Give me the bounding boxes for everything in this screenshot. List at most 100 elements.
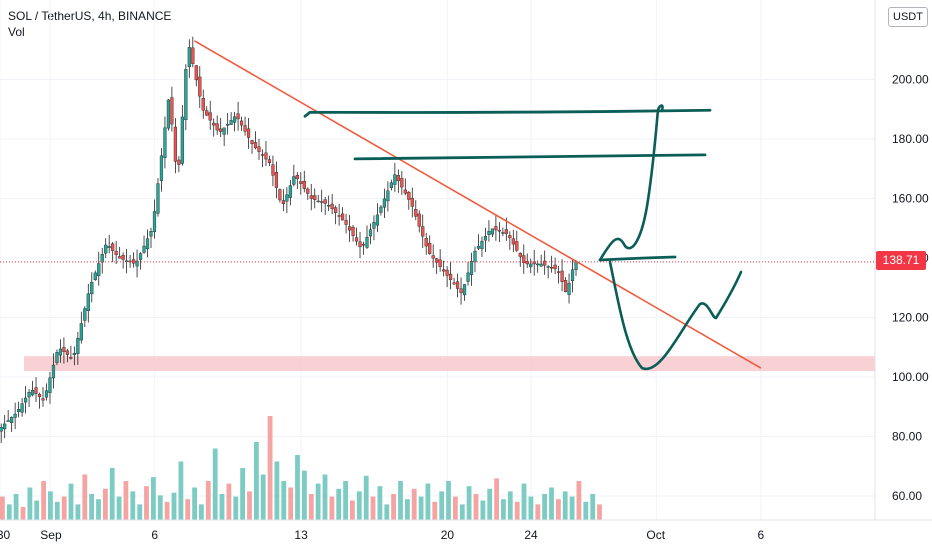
candle	[128, 260, 132, 263]
candle	[34, 387, 38, 394]
candle	[142, 245, 146, 253]
volume-bar	[405, 499, 410, 520]
volume-bar	[61, 496, 67, 520]
candle	[97, 263, 101, 276]
candle	[149, 231, 153, 237]
volume-bar	[329, 496, 335, 520]
candle	[379, 206, 383, 213]
volume-bar	[494, 478, 499, 520]
volume-bar	[267, 416, 273, 520]
candle	[201, 98, 205, 111]
candle	[518, 252, 522, 257]
volume-bar	[370, 496, 376, 520]
candle	[522, 255, 526, 263]
candle	[114, 250, 118, 255]
volume-indicator-label[interactable]: Vol	[8, 25, 25, 39]
volume-bar	[480, 500, 486, 520]
volume-bar	[308, 494, 314, 520]
candle	[476, 245, 481, 249]
candle	[407, 192, 411, 200]
candle	[487, 231, 491, 235]
currency-unit-button[interactable]: USDT	[888, 7, 928, 27]
candle	[198, 76, 202, 97]
candle	[0, 427, 3, 432]
volume-bar	[542, 494, 547, 520]
volume-bar	[315, 483, 321, 520]
candle	[180, 116, 184, 164]
volume-bar	[576, 481, 582, 520]
volume-bar	[68, 483, 74, 520]
volume-bar	[103, 488, 108, 520]
candle	[435, 258, 439, 263]
candle	[424, 238, 428, 247]
candle	[3, 423, 7, 430]
candle	[428, 242, 432, 254]
candle	[278, 189, 282, 201]
candle	[267, 159, 272, 164]
candle	[13, 413, 17, 418]
candle	[410, 197, 414, 207]
candle	[466, 272, 470, 282]
candle	[459, 288, 463, 294]
candle	[65, 350, 69, 355]
volume-bar	[473, 494, 479, 520]
candle	[497, 229, 501, 232]
candle	[508, 235, 512, 239]
volume-bar	[157, 495, 163, 520]
volume-bar	[260, 474, 266, 520]
candle	[327, 204, 331, 207]
candle	[417, 213, 421, 227]
volume-bar	[96, 499, 101, 520]
candle	[107, 246, 111, 248]
descending-trendline	[193, 40, 762, 369]
volume-bar	[281, 481, 287, 520]
candle	[445, 269, 449, 276]
candle	[372, 222, 376, 229]
volume-bar	[82, 474, 88, 520]
volume-bar	[0, 496, 5, 520]
candle	[219, 128, 223, 132]
candle	[23, 397, 28, 403]
candle	[567, 282, 571, 295]
chart-grid	[0, 0, 875, 520]
volume-bar	[144, 486, 149, 520]
candle	[20, 403, 24, 413]
candle	[177, 159, 181, 165]
candle	[229, 120, 233, 125]
y-tick-label: 120.00	[892, 311, 929, 325]
candle	[156, 183, 160, 214]
candle	[48, 377, 52, 393]
candle	[480, 240, 484, 250]
candle	[159, 155, 164, 181]
candle	[504, 229, 508, 234]
candle	[354, 237, 359, 242]
x-tick-label: 20	[441, 528, 455, 542]
candle	[414, 209, 418, 217]
candle	[365, 236, 369, 248]
candle	[173, 126, 177, 162]
candle	[529, 263, 533, 268]
candle	[288, 185, 292, 198]
x-tick-label: 6	[758, 528, 765, 542]
volume-bar	[164, 501, 170, 520]
candle	[511, 238, 515, 245]
candle	[299, 181, 303, 184]
y-tick-label: 200.00	[892, 73, 929, 87]
volume-bar	[418, 496, 424, 520]
volume-bar	[199, 504, 204, 520]
volume-bar	[556, 499, 561, 520]
candle	[145, 238, 150, 250]
candle	[253, 142, 258, 149]
candle	[118, 256, 122, 259]
candle	[281, 200, 285, 204]
candle	[184, 69, 188, 121]
symbol-title[interactable]: SOL / TetherUS, 4h, BINANCE	[8, 9, 172, 23]
candle	[389, 182, 393, 189]
volume-bar	[535, 504, 541, 520]
candle	[570, 269, 575, 282]
candle	[292, 176, 296, 185]
volume-bar	[322, 474, 328, 520]
candle	[121, 255, 125, 260]
candle	[347, 226, 352, 231]
